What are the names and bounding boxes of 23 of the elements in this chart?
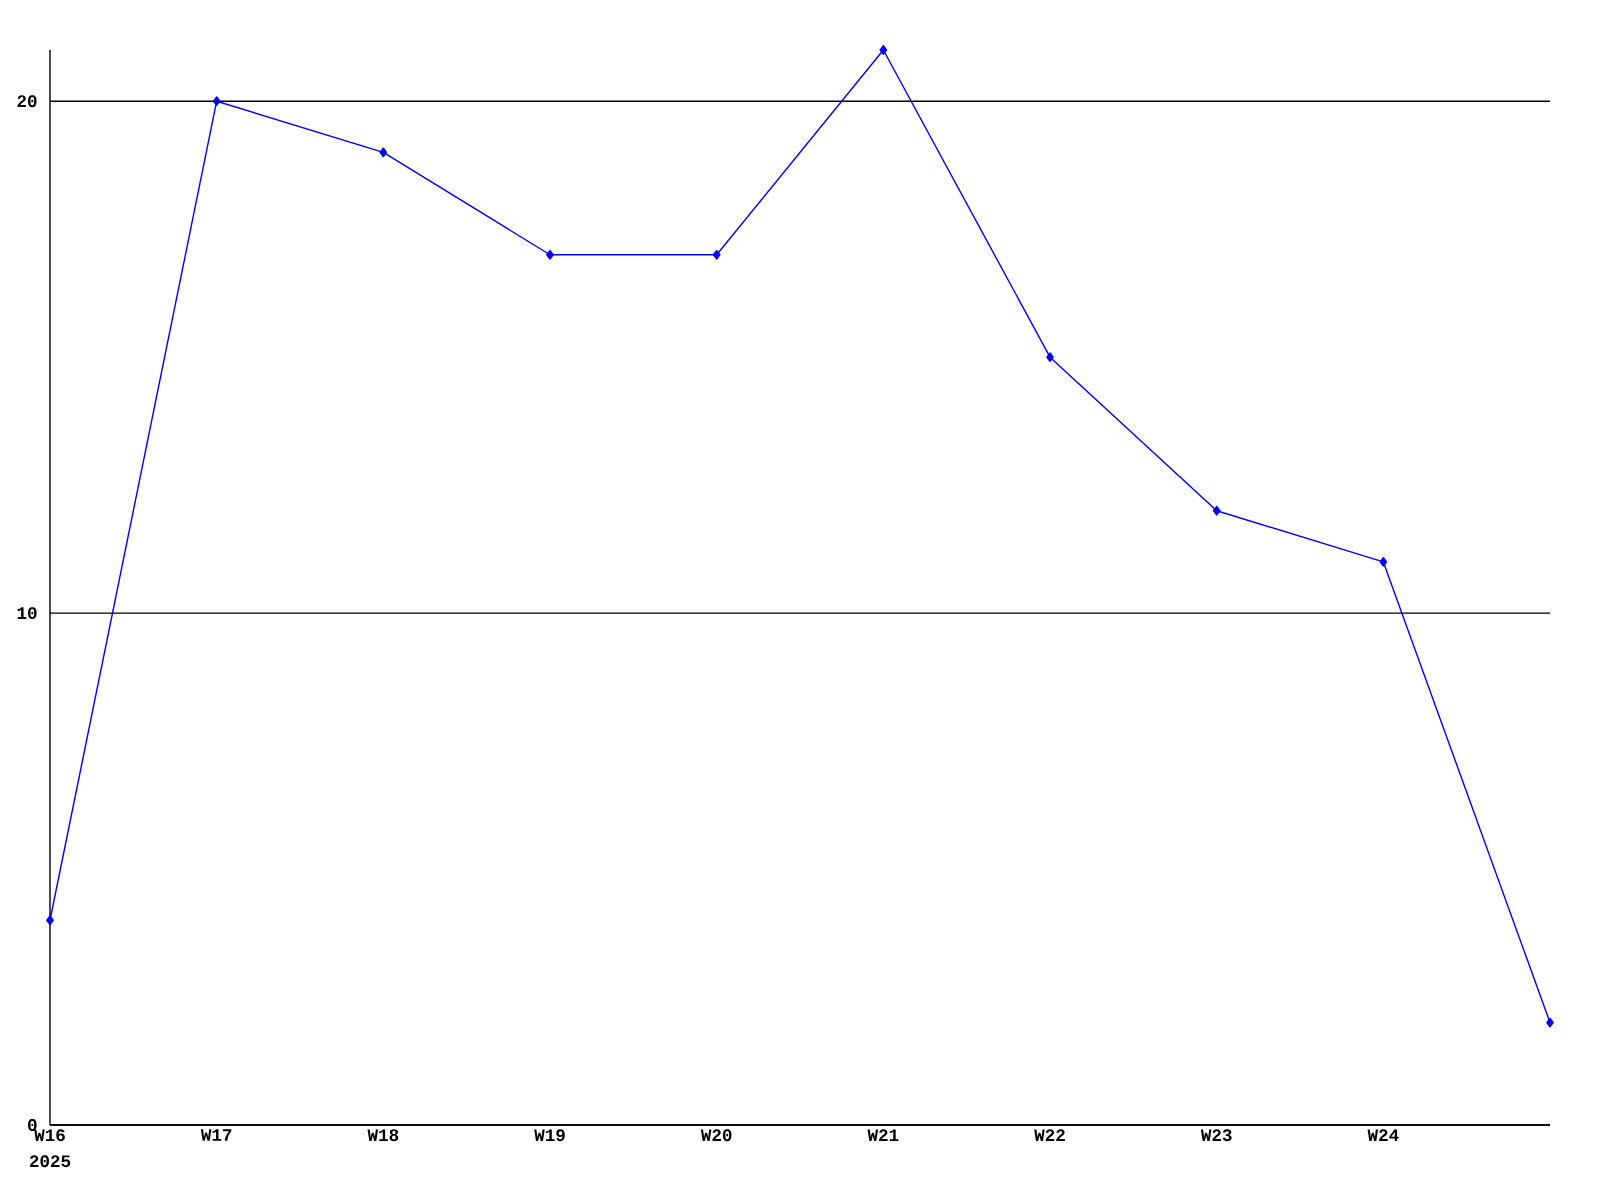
text: 2025 bbox=[29, 1155, 71, 1168]
point bbox=[1379, 556, 1388, 567]
point bbox=[712, 249, 721, 260]
point bbox=[879, 45, 888, 55]
x-tick-label: W16 bbox=[34, 1129, 65, 1142]
y-tick-label: 20 bbox=[17, 95, 37, 108]
y-tick-label: 10 bbox=[17, 607, 37, 620]
x-tick-label: W17 bbox=[200, 1129, 232, 1141]
x-tick-label: W24 bbox=[1367, 1129, 1399, 1141]
x-tick-label: W21 bbox=[867, 1129, 899, 1141]
point bbox=[1046, 352, 1054, 363]
x-tick-label: W22 bbox=[1034, 1129, 1065, 1141]
point bbox=[379, 147, 388, 158]
point bbox=[546, 249, 554, 260]
point bbox=[46, 915, 54, 926]
point bbox=[1546, 1017, 1554, 1028]
point bbox=[212, 96, 221, 107]
y-tick-label: 0 bbox=[28, 1119, 37, 1131]
point bbox=[1212, 505, 1221, 516]
x-tick-label: W18 bbox=[367, 1129, 399, 1142]
x-tick-label: W20 bbox=[700, 1129, 732, 1142]
x-tick-label: W19 bbox=[534, 1129, 565, 1142]
x-tick-label: W23 bbox=[1200, 1129, 1232, 1142]
